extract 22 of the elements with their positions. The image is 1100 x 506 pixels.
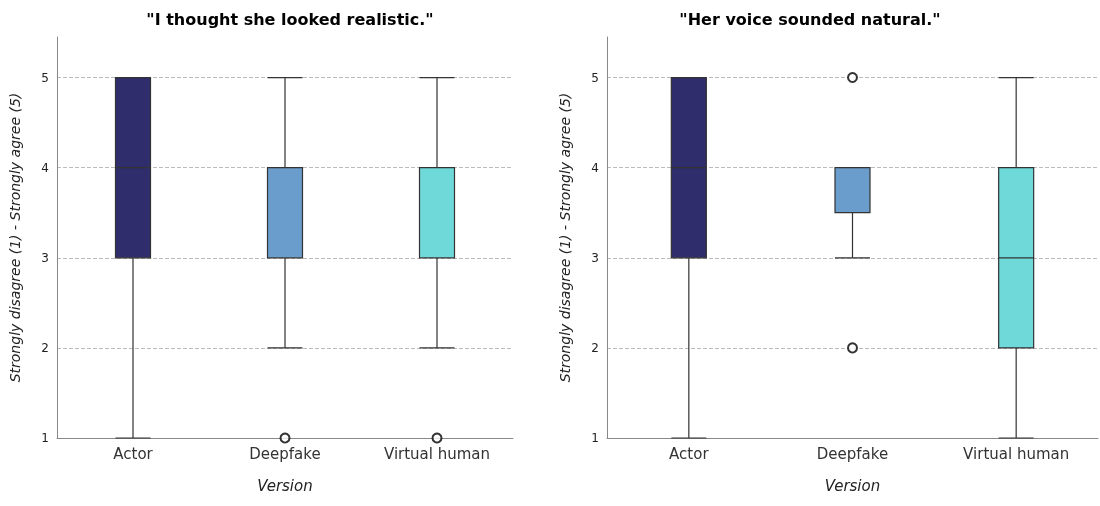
x-tick-label: Actor	[669, 444, 710, 463]
x-tick-label: Virtual human	[383, 444, 491, 463]
x-axis-title: Version	[257, 476, 313, 495]
y-tick-label: 3	[41, 250, 49, 265]
y-tick-label: 5	[41, 70, 49, 85]
x-tick-label: Deepfake	[249, 444, 321, 463]
chart-title: "Her voice sounded natural."	[679, 9, 941, 29]
x-tick-label: Virtual human	[963, 444, 1070, 463]
x-tick-label: Actor	[113, 444, 154, 463]
y-tick-label: 4	[41, 160, 49, 175]
y-axis-title: Strongly disagree (1) - Strongly agree (5)	[7, 92, 23, 383]
y-tick-label: 3	[591, 250, 599, 265]
y-tick-label: 4	[591, 160, 599, 175]
y-tick-label: 1	[591, 431, 599, 445]
y-axis-title: Strongly disagree (1) - Strongly agree (5)	[557, 92, 573, 383]
y-tick-label: 2	[41, 340, 49, 355]
y-tick-label: 5	[591, 70, 599, 85]
y-tick-label: 2	[591, 340, 599, 355]
chart-title: "I thought she looked realistic."	[146, 9, 434, 29]
y-tick-label: 1	[41, 431, 49, 445]
x-tick-label: Deepfake	[816, 444, 889, 463]
x-axis-title: Version	[824, 476, 881, 495]
